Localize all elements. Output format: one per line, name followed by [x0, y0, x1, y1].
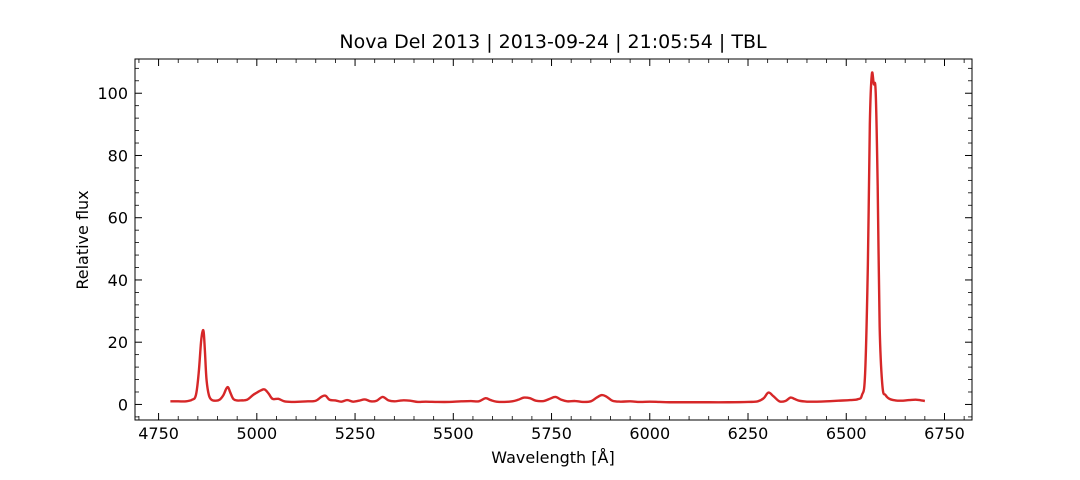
x-tick-label: 6250 — [728, 424, 769, 443]
y-tick-label: 0 — [118, 395, 128, 414]
y-tick-label: 40 — [108, 271, 128, 290]
x-tick-label: 6000 — [629, 424, 670, 443]
x-tick-label: 5750 — [531, 424, 572, 443]
plot-frame — [134, 58, 973, 421]
x-tick-label: 5250 — [335, 424, 376, 443]
y-axis: 0 20 40 60 80 100 — [97, 67, 972, 418]
y-tick-label: 60 — [108, 209, 128, 228]
y-tick-label: 20 — [108, 333, 128, 352]
x-tick-label: 6750 — [924, 424, 965, 443]
x-tick-label: 6500 — [826, 424, 867, 443]
y-tick-label: 100 — [97, 84, 128, 103]
x-axis: 4750 5000 5250 5500 5750 6000 6250 6500 6750 — [138, 59, 965, 443]
chart-title: Nova Del 2013 | 2013-09-24 | 21:05:54 | … — [339, 31, 767, 53]
x-axis-label: Wavelength [Å] — [491, 448, 614, 467]
x-tick-label: 5500 — [433, 424, 474, 443]
series-line — [170, 71, 926, 404]
y-axis-label: Relative flux — [73, 190, 92, 289]
x-tick-label: 4750 — [138, 424, 179, 443]
y-tick-label: 80 — [108, 146, 128, 165]
x-tick-label: 5000 — [236, 424, 277, 443]
